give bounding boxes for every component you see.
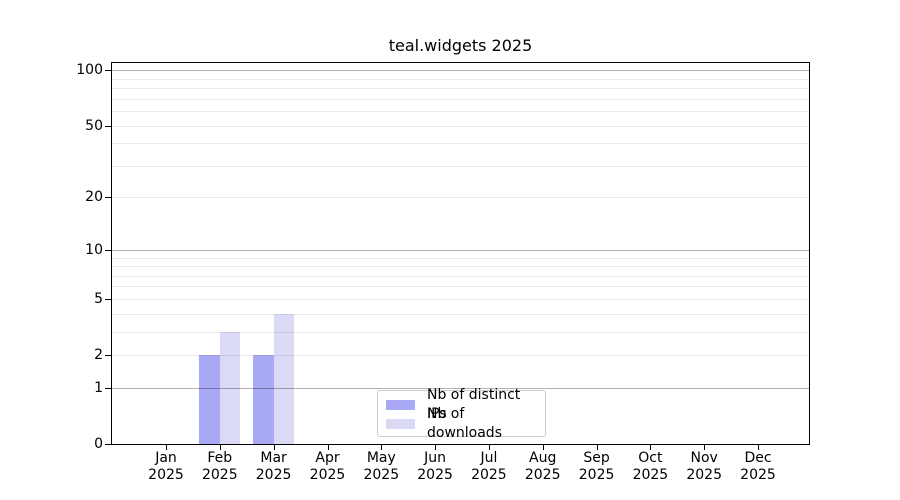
x-tick bbox=[758, 445, 759, 450]
y-minor-gridline bbox=[112, 165, 809, 167]
bar-downloads bbox=[273, 313, 295, 444]
y-tick bbox=[105, 298, 111, 300]
chart-title: teal.widgets 2025 bbox=[388, 36, 533, 55]
y-minor-gridline bbox=[112, 298, 809, 300]
bar-downloads bbox=[219, 331, 241, 444]
y-minor-gridline bbox=[112, 78, 809, 80]
x-tick-label: Jul 2025 bbox=[471, 450, 507, 483]
y-minor-gridline bbox=[112, 313, 809, 315]
x-tick bbox=[166, 445, 167, 450]
y-tick bbox=[105, 125, 111, 127]
x-tick bbox=[381, 445, 383, 450]
x-tick-label: Sep 2025 bbox=[578, 450, 615, 483]
y-minor-gridline bbox=[112, 88, 809, 89]
y-major-gridline bbox=[112, 249, 809, 251]
x-tick bbox=[435, 445, 437, 450]
legend-swatch-downloads-icon bbox=[386, 418, 415, 429]
y-tick bbox=[105, 249, 111, 251]
x-tick bbox=[273, 445, 275, 450]
y-minor-gridline bbox=[112, 197, 809, 199]
y-minor-gridline bbox=[112, 257, 809, 259]
y-major-gridline bbox=[112, 70, 809, 72]
legend-entry-downloads: Nb of downloads bbox=[386, 406, 537, 441]
legend-label: Nb of distinct IPs bbox=[427, 386, 521, 422]
legend-swatch-distinct-ips-icon bbox=[386, 399, 415, 410]
x-tick bbox=[488, 445, 490, 450]
y-minor-gridline bbox=[112, 143, 809, 145]
y-minor-gridline bbox=[112, 98, 809, 100]
x-tick bbox=[704, 445, 706, 450]
y-tick-label: 50 bbox=[85, 117, 103, 134]
y-minor-gridline bbox=[112, 355, 809, 356]
y-minor-gridline bbox=[112, 286, 809, 288]
y-tick bbox=[105, 70, 111, 72]
y-minor-gridline bbox=[112, 266, 809, 267]
y-tick bbox=[105, 197, 111, 199]
y-minor-gridline bbox=[112, 275, 809, 277]
x-tick bbox=[542, 445, 544, 450]
x-tick-label: Jan 2025 bbox=[148, 450, 184, 483]
legend: Nb of distinct IPs Nb of downloads bbox=[377, 387, 546, 441]
y-tick bbox=[105, 355, 111, 356]
bar-distinct-ips bbox=[199, 355, 220, 444]
x-tick bbox=[596, 445, 598, 450]
y-tick-label: 1 bbox=[94, 379, 103, 396]
y-tick bbox=[105, 444, 111, 445]
x-tick-label: Mar 2025 bbox=[255, 450, 292, 483]
x-tick-label: May 2025 bbox=[363, 450, 400, 483]
bar-distinct-ips bbox=[253, 355, 274, 444]
legend-label: Nb of downloads bbox=[427, 405, 502, 441]
y-tick-label: 0 bbox=[94, 436, 103, 452]
x-tick-label: Jun 2025 bbox=[417, 450, 453, 483]
x-tick-label: Dec 2025 bbox=[740, 450, 776, 483]
x-tick-label: Feb 2025 bbox=[201, 450, 238, 483]
y-minor-gridline bbox=[112, 125, 809, 127]
x-tick-label: Aug 2025 bbox=[524, 450, 561, 483]
y-tick-label: 100 bbox=[76, 62, 103, 79]
y-tick-label: 20 bbox=[85, 189, 103, 206]
y-minor-gridline bbox=[112, 331, 809, 333]
legend-entry-distinct-ips: Nb of distinct IPs bbox=[386, 387, 537, 422]
y-minor-gridline bbox=[112, 111, 809, 112]
plot-area bbox=[111, 62, 810, 445]
x-tick-label: Oct 2025 bbox=[632, 450, 669, 483]
x-tick bbox=[650, 445, 652, 450]
x-tick bbox=[327, 445, 329, 450]
y-major-gridline bbox=[112, 387, 809, 389]
x-tick bbox=[219, 445, 221, 450]
x-tick-label: Nov 2025 bbox=[686, 450, 722, 483]
y-tick-label: 2 bbox=[94, 347, 103, 363]
y-tick-label: 5 bbox=[94, 290, 103, 307]
y-tick-label: 10 bbox=[85, 241, 103, 258]
y-tick bbox=[105, 387, 111, 389]
x-tick-label: Apr 2025 bbox=[309, 450, 346, 483]
